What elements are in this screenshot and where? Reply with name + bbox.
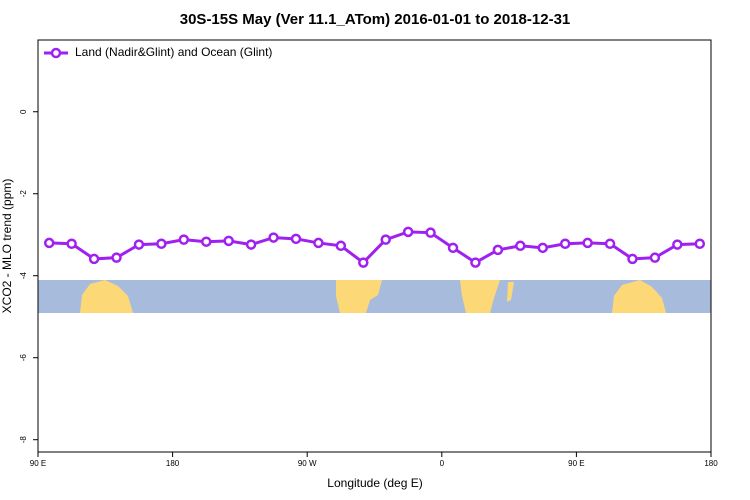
data-point: [268, 232, 279, 243]
x-tick-label: 90 E: [30, 459, 46, 468]
data-point: [402, 226, 414, 238]
data-point: [156, 238, 167, 249]
chart-title: 30S-15S May (Ver 11.1_ATom) 2016-01-01 t…: [180, 11, 571, 28]
x-tick-label: 180: [704, 459, 718, 468]
y-axis-label: XCO2 - MLO trend (ppm): [0, 179, 14, 314]
data-point: [515, 240, 526, 252]
series-line: [49, 230, 700, 265]
data-point: [358, 257, 369, 268]
data-point: [672, 239, 683, 250]
data-point: [694, 238, 706, 249]
data-point: [537, 242, 548, 254]
data-point: [133, 239, 145, 250]
data-point: [470, 257, 481, 268]
y-tick-label: -2: [19, 190, 28, 198]
data-point: [178, 234, 190, 245]
data-point: [66, 238, 77, 249]
x-tick-label: 0: [440, 459, 445, 468]
land: [612, 280, 666, 313]
data-point: [492, 244, 504, 256]
land: [80, 280, 133, 313]
map-strip: [38, 280, 711, 313]
data-point: [559, 238, 571, 249]
y-tick-label: -8: [19, 436, 28, 444]
data-point: [604, 238, 616, 249]
data-point: [111, 252, 122, 263]
data-point: [43, 237, 55, 249]
data-point: [201, 236, 212, 247]
x-axis-label: Longitude (deg E): [327, 476, 422, 490]
legend-marker: [50, 47, 62, 59]
y-tick-label: -6: [19, 354, 28, 362]
land: [460, 280, 500, 313]
data-point: [649, 252, 661, 263]
land: [336, 280, 382, 313]
x-tick-label: 90 W: [298, 459, 317, 468]
legend-label: Land (Nadir&Glint) and Ocean (Glint): [75, 45, 272, 59]
land: [507, 282, 514, 302]
data-point: [223, 235, 234, 247]
y-tick-label: -4: [19, 272, 28, 280]
x-tick-label: 180: [166, 459, 180, 468]
data-point: [313, 237, 324, 249]
data-point: [245, 239, 257, 250]
data-point: [380, 234, 391, 245]
x-tick-label: 90 E: [568, 459, 584, 468]
data-point: [88, 253, 100, 265]
data-point: [335, 240, 347, 252]
data-point: [290, 233, 302, 245]
data-point: [627, 253, 638, 265]
y-tick-label: 0: [19, 109, 28, 114]
plot-frame: [37, 39, 712, 453]
data-point: [582, 237, 593, 249]
data-point: [447, 242, 459, 254]
data-point: [425, 227, 436, 238]
